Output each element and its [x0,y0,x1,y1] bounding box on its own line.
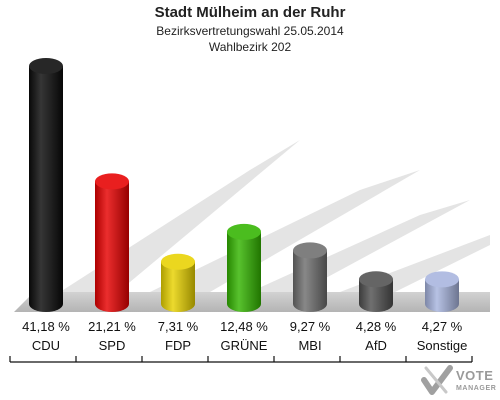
value-label: 21,21 % [88,319,136,334]
chart-subtitle: Bezirksvertretungswahl 25.05.2014 [156,24,344,38]
bar-body [161,261,195,312]
bar-top [227,223,261,240]
value-label: 4,27 % [422,319,463,334]
bar-cdu [29,58,63,312]
bar-spd [95,173,129,312]
logo-text-vote: VOTE [456,368,494,383]
bars-group [29,58,459,312]
bar-body [359,279,393,312]
checkmark-icon [421,365,453,395]
bar-top [293,242,327,259]
value-label: 41,18 % [22,319,70,334]
bar-body [425,279,459,312]
category-label: SPD [99,338,126,353]
category-label: CDU [32,338,60,353]
value-label: 9,27 % [290,319,331,334]
value-label: 4,28 % [356,319,397,334]
category-label: GRÜNE [221,338,268,353]
category-label: FDP [165,338,191,353]
bar-body [95,181,129,312]
labels-group: 41,18 % CDU 21,21 % SPD 7,31 % FDP 12,48 % GRÜN… [22,319,467,353]
bar-body [29,66,63,312]
bar-mbi [293,242,327,312]
category-label: MBI [298,338,321,353]
bar-afd [359,271,393,312]
vote-manager-logo [421,365,453,395]
value-label: 12,48 % [220,319,268,334]
backdrop-stripe [150,170,420,292]
bar-top [161,253,195,270]
bar-top [29,58,63,74]
district-label: Wahlbezirk 202 [208,40,292,54]
bar-fdp [161,253,195,312]
category-label: Sonstige [417,338,468,353]
value-label: 7,31 % [158,319,199,334]
category-axis [9,356,473,363]
bar-top [95,173,129,190]
bar-grüne [227,223,261,312]
chart-title: Stadt Mülheim an der Ruhr [154,4,346,21]
logo-text-manager: MANAGER [456,385,497,392]
category-label: AfD [365,338,387,353]
bar-sonstige [425,271,459,312]
bar-top [425,271,459,288]
bar-body [227,231,261,312]
bar-body [293,250,327,312]
bar-top [359,271,393,288]
